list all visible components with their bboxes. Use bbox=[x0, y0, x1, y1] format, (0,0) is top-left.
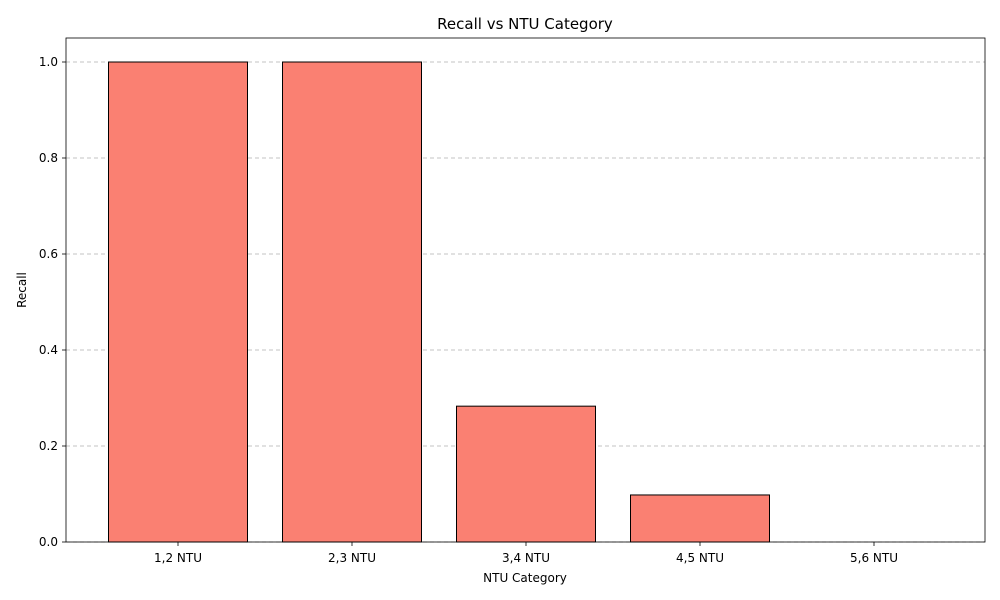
x-tick-label: 1,2 NTU bbox=[154, 551, 202, 565]
y-tick-label: 0.0 bbox=[39, 535, 58, 549]
bar-4 bbox=[630, 494, 770, 543]
x-axis: 1,2 NTU 2,3 NTU 3,4 NTU 4,5 NTU 5,6 NTU bbox=[154, 542, 898, 565]
x-tick-label: 2,3 NTU bbox=[328, 551, 376, 565]
y-tick-label: 0.4 bbox=[39, 343, 58, 357]
x-tick-label: 3,4 NTU bbox=[502, 551, 550, 565]
chart-title: Recall vs NTU Category bbox=[437, 15, 613, 33]
y-tick-label: 1.0 bbox=[39, 55, 58, 69]
bar-2 bbox=[282, 61, 422, 543]
y-tick-label: 0.8 bbox=[39, 151, 58, 165]
bar-3 bbox=[456, 405, 596, 543]
y-axis: 0.0 0.2 0.4 0.6 0.8 1.0 bbox=[39, 55, 66, 549]
x-tick-label: 5,6 NTU bbox=[850, 551, 898, 565]
y-axis-label: Recall bbox=[15, 272, 29, 308]
y-tick-label: 0.2 bbox=[39, 439, 58, 453]
bar-1 bbox=[108, 61, 248, 543]
x-axis-label: NTU Category bbox=[483, 571, 567, 585]
bars bbox=[108, 61, 770, 543]
x-tick-label: 4,5 NTU bbox=[676, 551, 724, 565]
y-tick-label: 0.6 bbox=[39, 247, 58, 261]
plot-frame bbox=[65, 37, 986, 543]
